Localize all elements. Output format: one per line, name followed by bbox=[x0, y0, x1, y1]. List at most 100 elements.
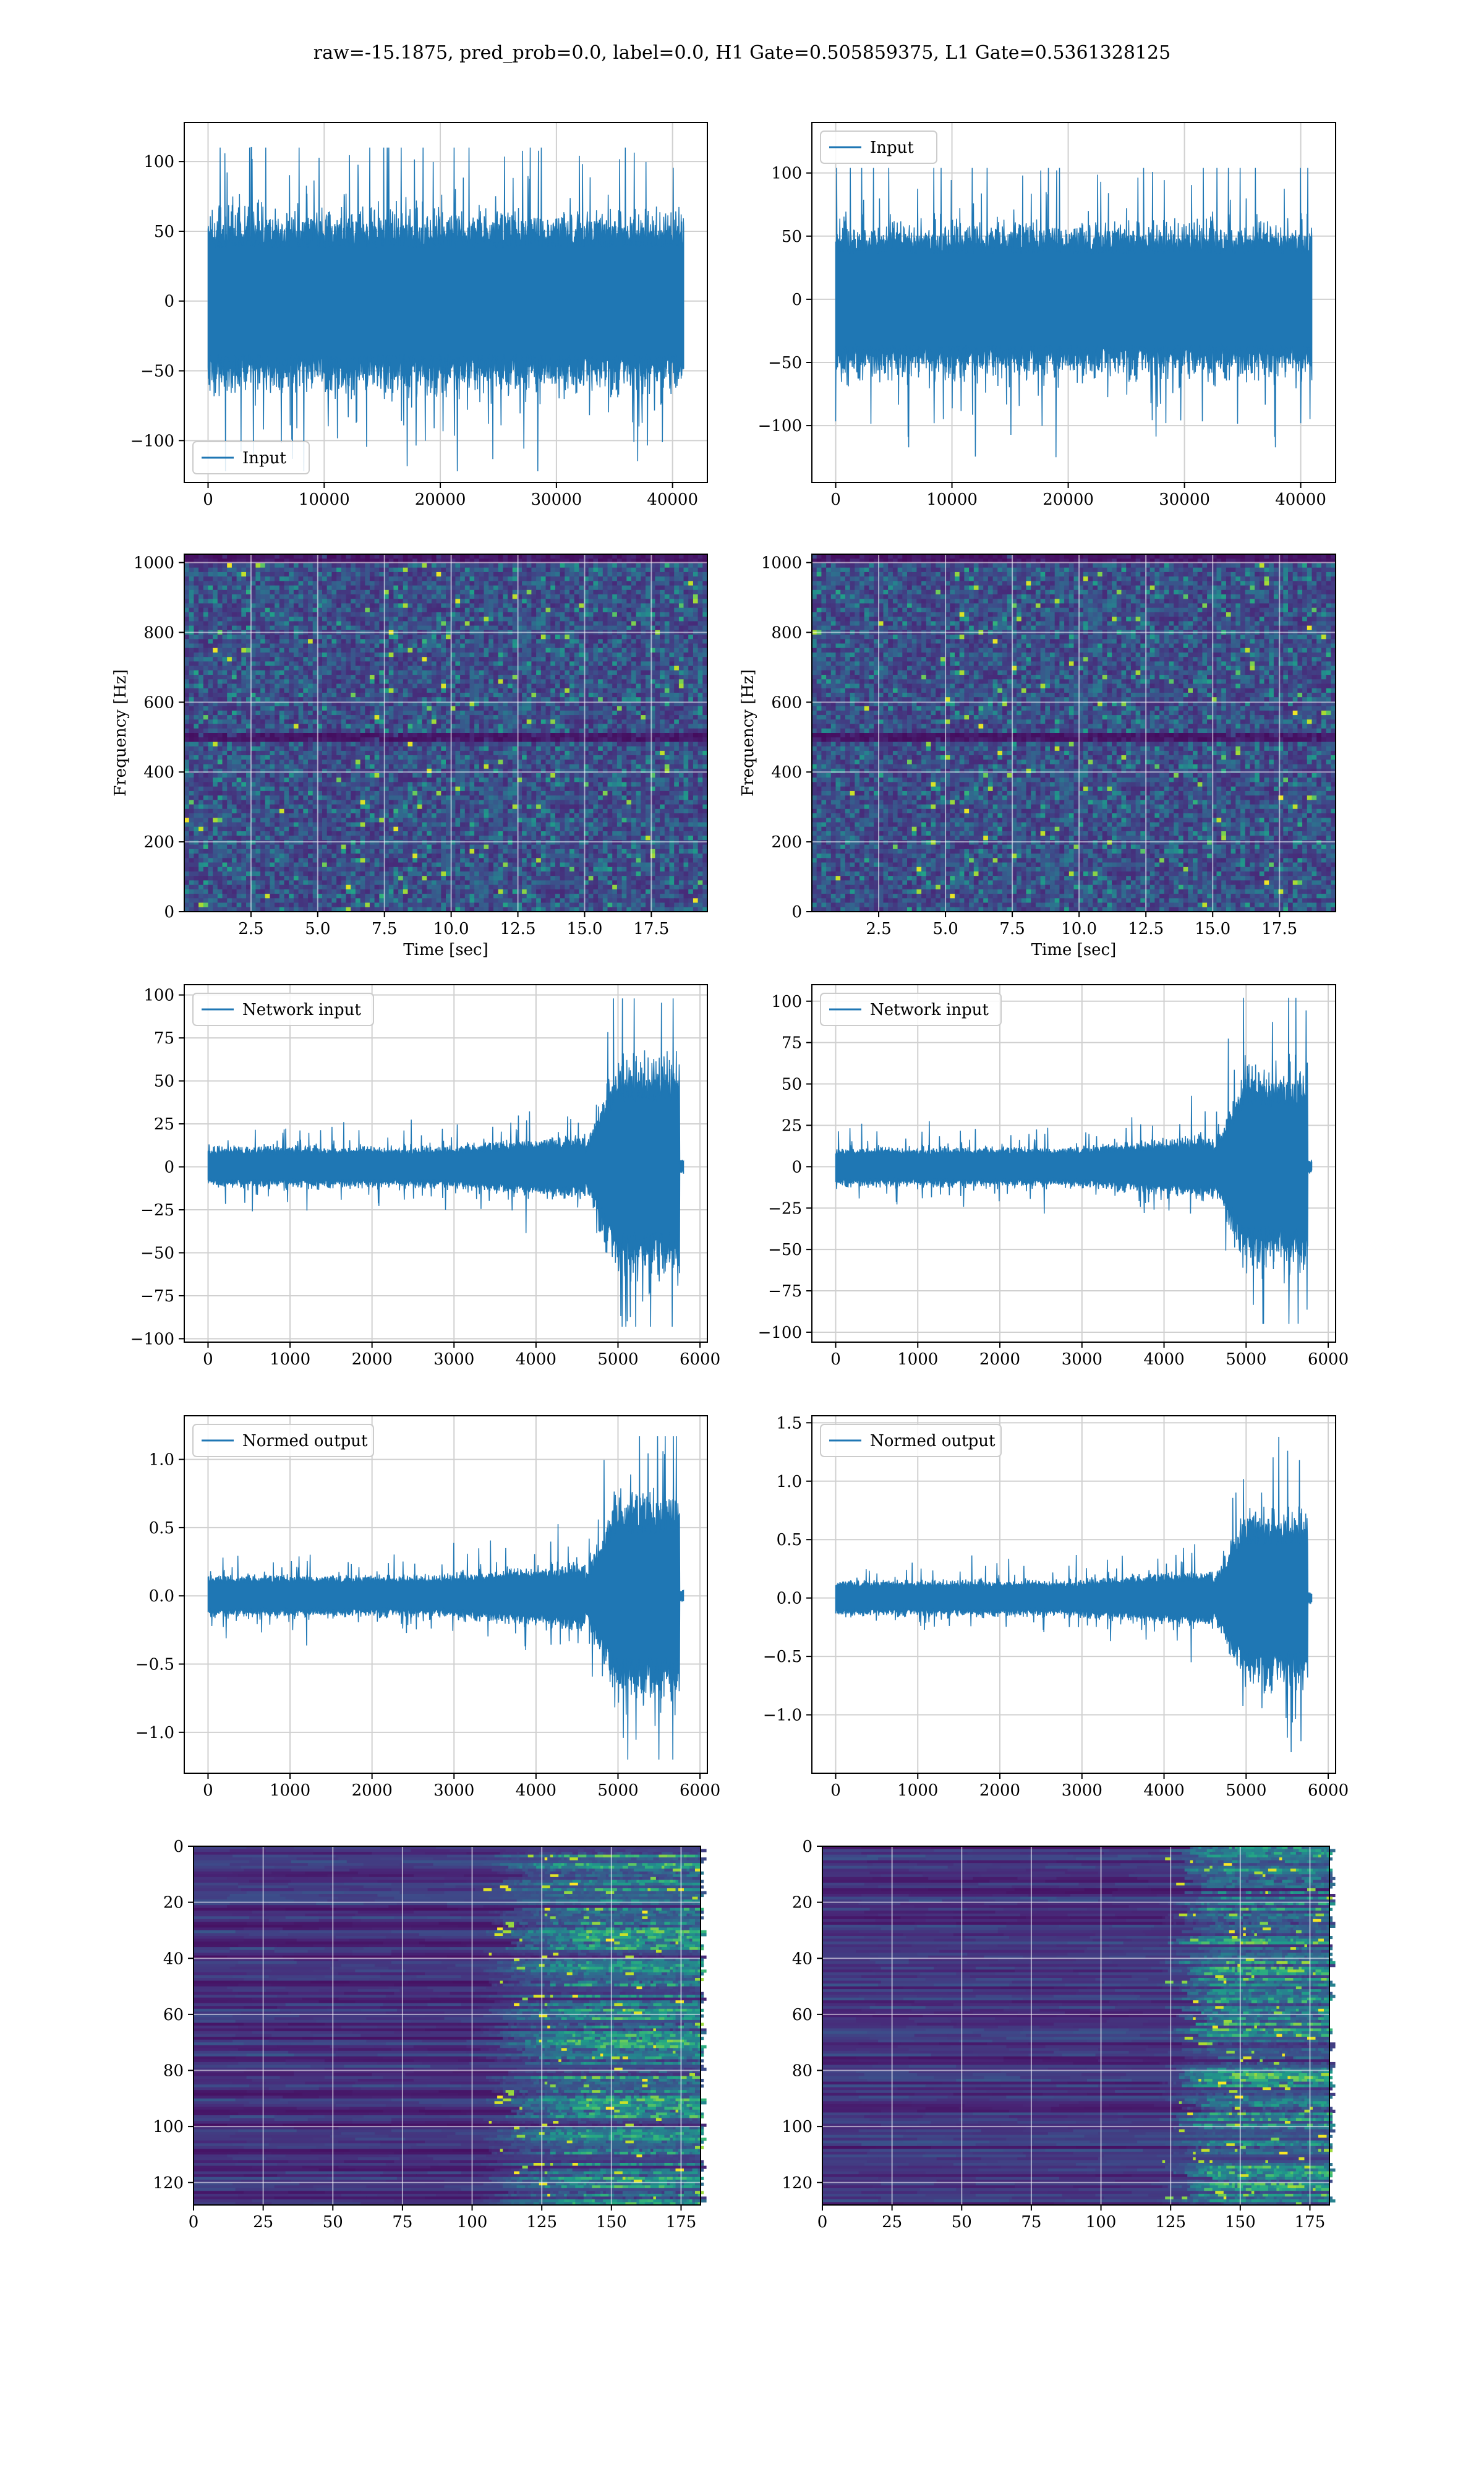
tick-label-y: 0 bbox=[164, 1158, 174, 1177]
chart-spectrogram-h1: 2.5 5.0 7.5 10.0 12.5 15.0 17.5 0 200 400 600 800 10… bbox=[111, 554, 708, 959]
tick-label-x: 175 bbox=[1295, 2213, 1326, 2232]
chart-feature-map-l1: 0 25 50 75 100 125 150 175 0 20 40 60 80 100 120 bbox=[782, 1838, 1336, 2232]
tick-label-y: 100 bbox=[782, 2118, 812, 2136]
tick-label-y: 400 bbox=[771, 763, 802, 782]
tick-label-x: 5000 bbox=[1226, 1781, 1266, 1800]
legend-label: Input bbox=[870, 139, 914, 157]
tick-label-y: 0 bbox=[164, 293, 174, 311]
tick-label-x: 4000 bbox=[516, 1781, 556, 1800]
tick-label-y: −100 bbox=[130, 1330, 174, 1348]
tick-label-y: −0.5 bbox=[763, 1648, 802, 1666]
tick-label-x: 125 bbox=[1155, 2213, 1186, 2232]
tick-label-x: 40000 bbox=[1275, 490, 1326, 509]
x-axis-label: Time [sec] bbox=[403, 941, 488, 959]
tick-label-x: 50 bbox=[952, 2213, 972, 2232]
tick-label-x: 12.5 bbox=[1128, 920, 1164, 938]
legend-box bbox=[820, 1424, 1002, 1457]
spectrogram-cells bbox=[184, 554, 708, 912]
chart-feature-map-h1: 0 25 50 75 100 125 150 175 0 20 40 60 80 100 120 bbox=[153, 1838, 707, 2232]
tick-label-y: 80 bbox=[792, 2062, 812, 2081]
tick-label-x: 30000 bbox=[531, 490, 582, 509]
tick-label-y: 600 bbox=[143, 693, 174, 712]
legend-box bbox=[192, 441, 310, 474]
tick-label-x: 17.5 bbox=[1261, 920, 1297, 938]
tick-label-x: 15.0 bbox=[567, 920, 603, 938]
tick-label-x: 4000 bbox=[516, 1350, 556, 1369]
tick-label-x: 6000 bbox=[1308, 1350, 1349, 1369]
tick-label-x: 0 bbox=[203, 1781, 213, 1800]
tick-label-y: 100 bbox=[143, 153, 174, 171]
tick-label-x: 1000 bbox=[897, 1350, 938, 1369]
tick-label-x: 6000 bbox=[680, 1781, 720, 1800]
tick-label-x: 15.0 bbox=[1195, 920, 1230, 938]
tick-label-x: 3000 bbox=[433, 1350, 474, 1369]
tick-label-x: 3000 bbox=[1062, 1781, 1102, 1800]
tick-label-x: 7.5 bbox=[999, 920, 1025, 938]
tick-label-y: −1.0 bbox=[135, 1724, 174, 1742]
chart-input-l1: 0 10000 20000 30000 40000 −100 −50 0 50 100 Input bbox=[758, 122, 1336, 509]
tick-label-y: −50 bbox=[140, 1244, 174, 1263]
legend-label: Network input bbox=[870, 1001, 989, 1019]
tick-label-y: 0 bbox=[802, 1838, 812, 1856]
tick-label-x: 3000 bbox=[433, 1781, 474, 1800]
tick-label-x: 1000 bbox=[270, 1350, 310, 1369]
tick-label-y: −100 bbox=[130, 432, 174, 450]
tick-label-x: 1000 bbox=[270, 1781, 310, 1800]
tick-label-y: 40 bbox=[163, 1950, 184, 1968]
tick-label-y: 75 bbox=[154, 1029, 174, 1048]
tick-label-y: −100 bbox=[758, 417, 802, 435]
legend-label: Input bbox=[242, 449, 286, 468]
series-line bbox=[835, 1436, 1313, 1753]
tick-label-x: 0 bbox=[817, 2213, 828, 2232]
tick-label-y: 200 bbox=[143, 833, 174, 852]
legend-box bbox=[820, 131, 937, 164]
chart-network-input-l1: 0 1000 2000 3000 4000 5000 6000 −100 −75 −50 −25 0 2… bbox=[758, 984, 1349, 1369]
tick-label-y: 60 bbox=[792, 2006, 812, 2024]
tick-label-x: 5000 bbox=[597, 1350, 638, 1369]
chart-network-input-h1: 0 1000 2000 3000 4000 5000 6000 −100 −75 −50 −25 0 2… bbox=[130, 984, 720, 1369]
tick-label-y: 25 bbox=[782, 1116, 802, 1135]
tick-label-x: 0 bbox=[203, 490, 213, 509]
tick-label-y: −50 bbox=[768, 1241, 802, 1259]
tick-label-y: 40 bbox=[792, 1950, 812, 1968]
tick-label-x: 17.5 bbox=[633, 920, 669, 938]
tick-label-x: 2000 bbox=[979, 1350, 1020, 1369]
tick-label-x: 5.0 bbox=[305, 920, 330, 938]
tick-label-y: 100 bbox=[771, 993, 802, 1011]
tick-label-y: 20 bbox=[792, 1894, 812, 1912]
legend-label: Normed output bbox=[870, 1432, 996, 1450]
tick-label-y: −75 bbox=[768, 1282, 802, 1301]
tick-label-y: 200 bbox=[771, 833, 802, 852]
tick-label-x: 2000 bbox=[352, 1781, 393, 1800]
legend-label: Normed output bbox=[242, 1432, 368, 1450]
tick-label-y: 0.5 bbox=[149, 1519, 174, 1538]
series-line bbox=[835, 998, 1313, 1324]
tick-label-x: 20000 bbox=[415, 490, 466, 509]
tick-label-y: 60 bbox=[163, 2006, 184, 2024]
tick-label-y: 50 bbox=[782, 228, 802, 246]
tick-label-y: 80 bbox=[163, 2062, 184, 2081]
tick-label-x: 0 bbox=[830, 1781, 841, 1800]
tick-label-y: −0.5 bbox=[135, 1656, 174, 1674]
tick-label-y: −25 bbox=[140, 1201, 174, 1220]
tick-label-y: 1000 bbox=[134, 554, 174, 573]
tick-label-y: 50 bbox=[154, 1072, 174, 1091]
tick-label-y: 1.0 bbox=[149, 1451, 174, 1470]
tick-label-x: 2.5 bbox=[866, 920, 891, 938]
tick-label-y: −50 bbox=[140, 362, 174, 381]
tick-label-x: 7.5 bbox=[372, 920, 397, 938]
feature-map-cells bbox=[822, 1846, 1336, 2206]
tick-label-y: 100 bbox=[153, 2118, 184, 2136]
tick-label-x: 0 bbox=[189, 2213, 199, 2232]
series-line bbox=[207, 998, 684, 1327]
tick-label-y: 1000 bbox=[761, 554, 802, 573]
tick-label-x: 6000 bbox=[680, 1350, 720, 1369]
tick-label-x: 5000 bbox=[597, 1781, 638, 1800]
tick-label-x: 0 bbox=[203, 1350, 213, 1369]
tick-label-x: 20000 bbox=[1043, 490, 1094, 509]
tick-label-x: 2000 bbox=[979, 1781, 1020, 1800]
tick-label-y: 0 bbox=[791, 1158, 802, 1176]
tick-label-y: −75 bbox=[140, 1287, 174, 1306]
tick-label-x: 0 bbox=[830, 490, 841, 509]
axes-frame bbox=[184, 122, 708, 483]
